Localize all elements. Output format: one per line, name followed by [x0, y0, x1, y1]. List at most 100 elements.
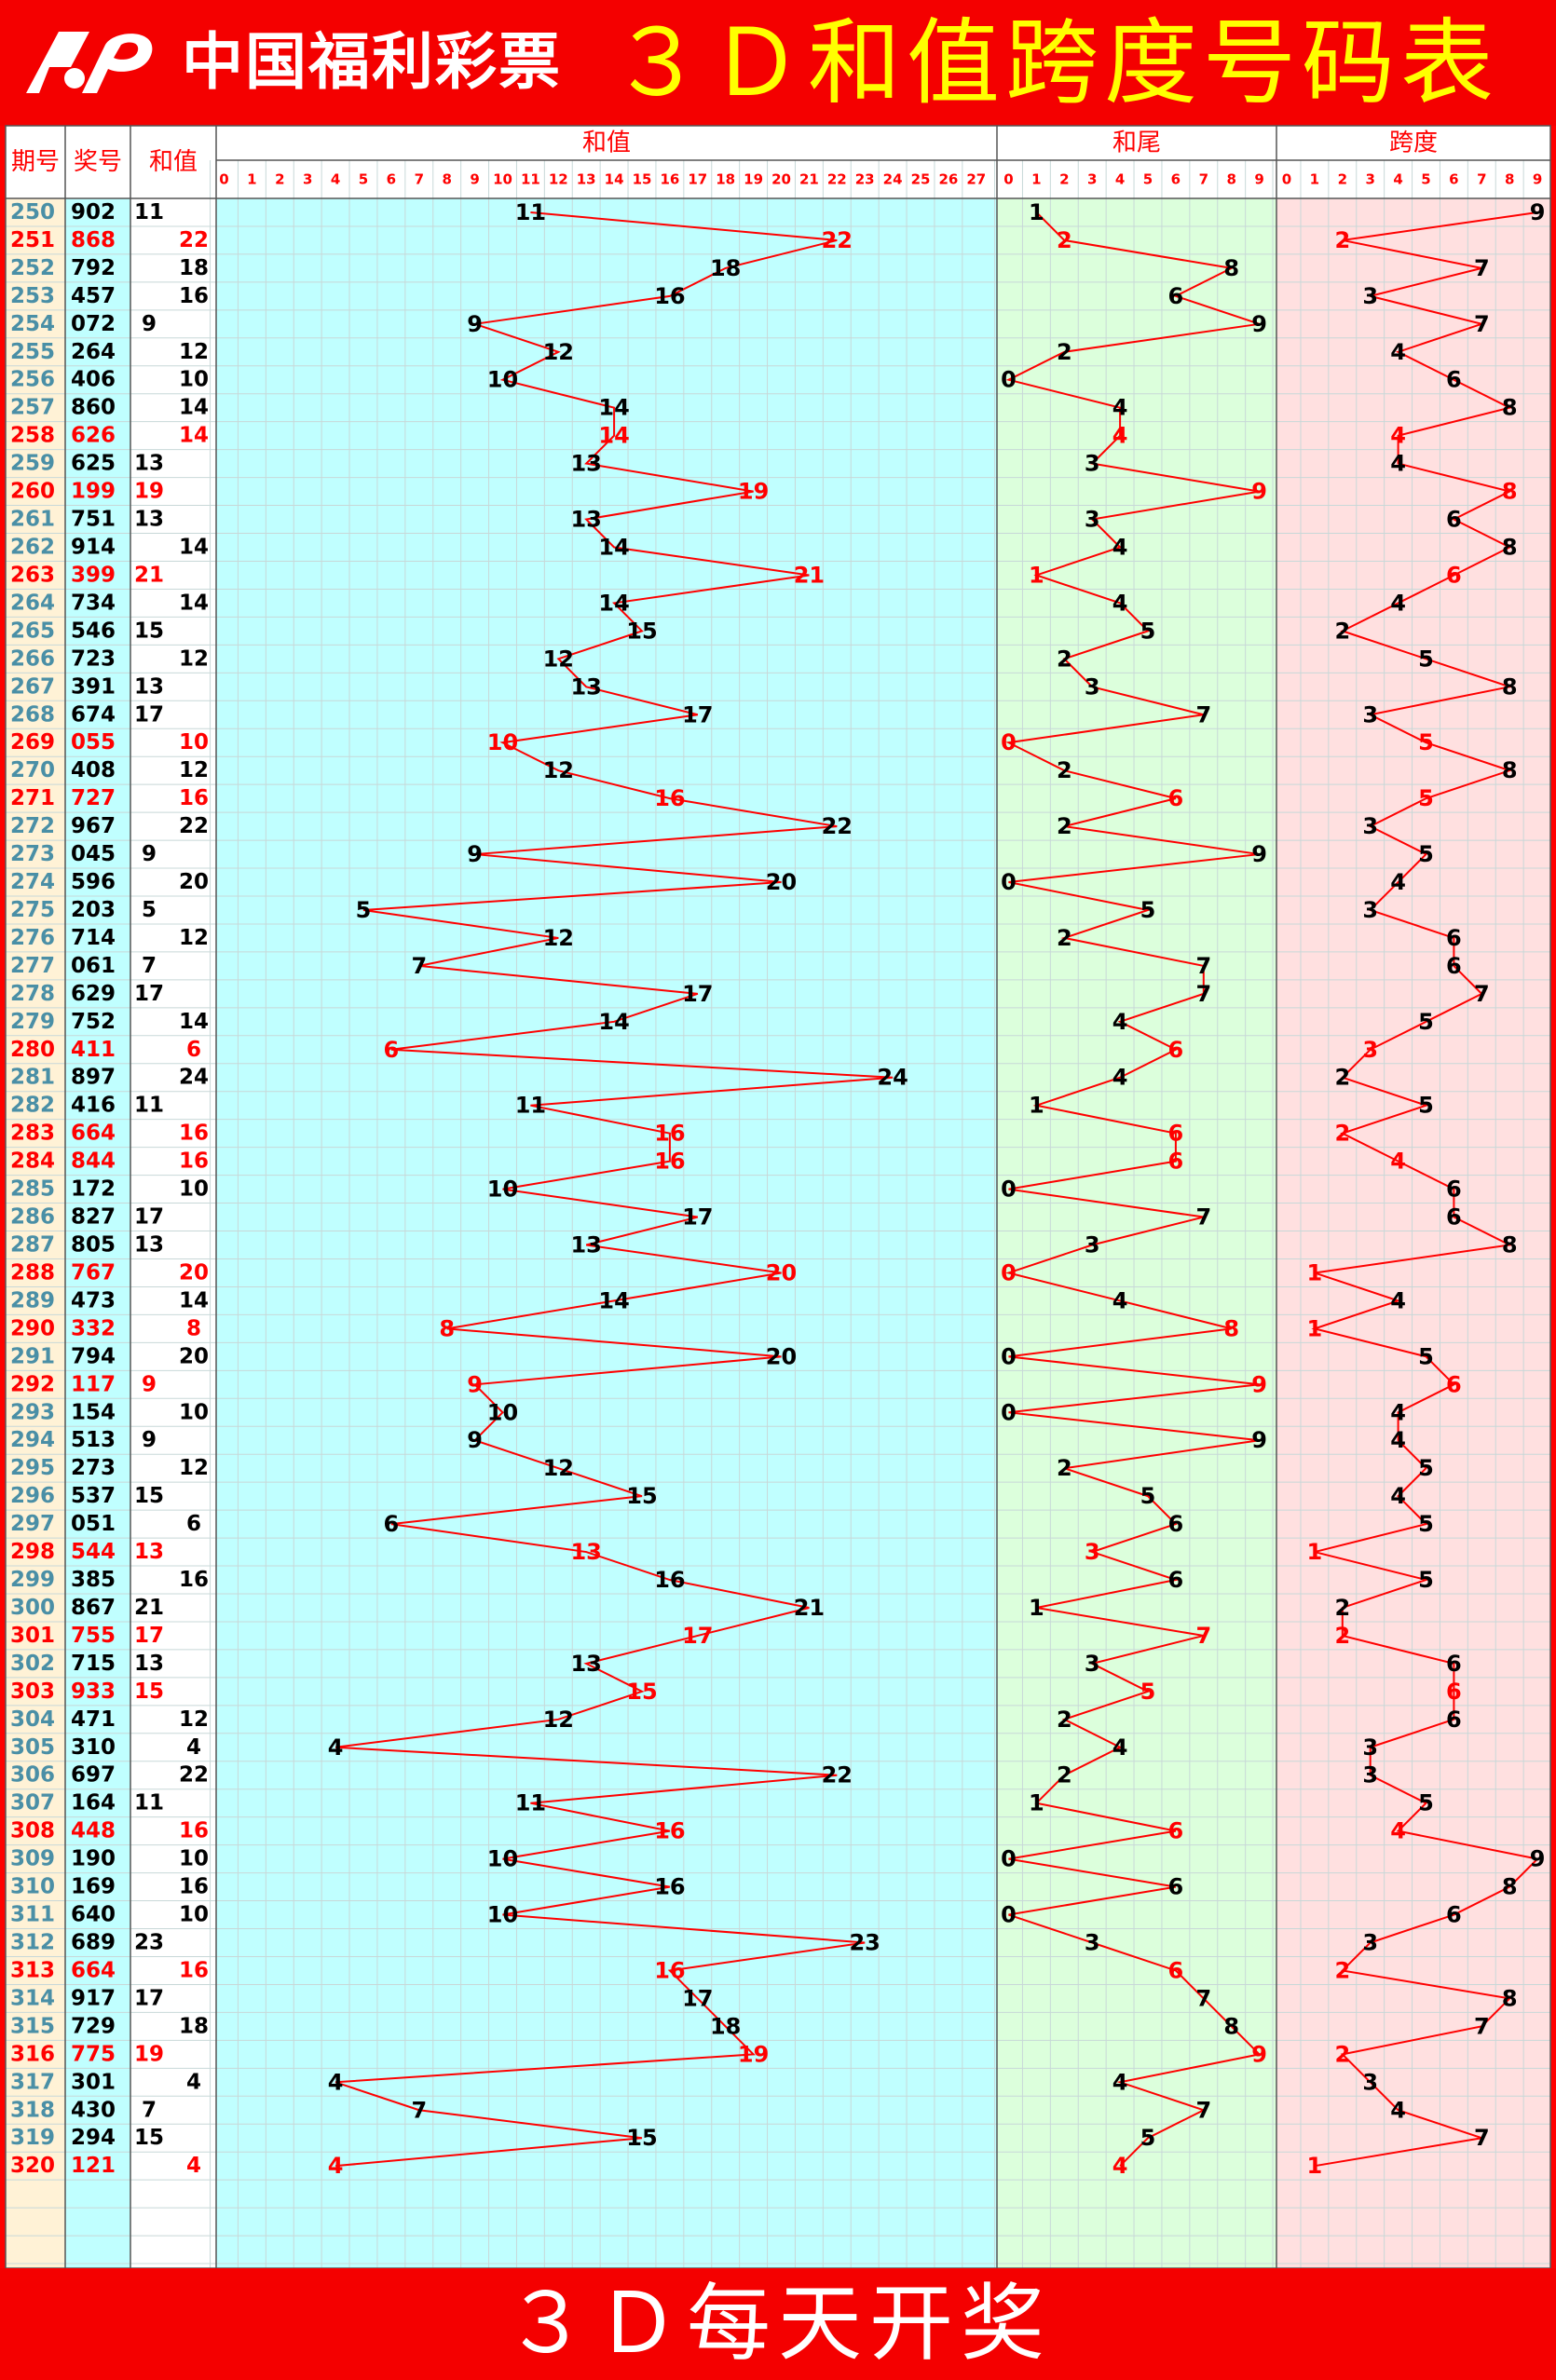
draw-number: 399 — [71, 563, 116, 587]
tail-point-label: 2 — [1057, 813, 1072, 839]
issue-number: 253 — [10, 284, 55, 308]
sum-point-label: 16 — [654, 283, 685, 309]
tail-point-label: 4 — [1112, 535, 1128, 561]
draw-number: 203 — [71, 898, 116, 922]
issue-number: 261 — [10, 508, 55, 532]
sum-point-label: 9 — [467, 841, 483, 867]
span-point-label: 5 — [1418, 1790, 1434, 1816]
span-point-label: 4 — [1390, 1427, 1406, 1453]
sum-axis-tick: 6 — [387, 171, 396, 188]
tail-point-label: 6 — [1168, 1149, 1184, 1175]
tail-point-label: 6 — [1168, 1037, 1184, 1063]
sum-value: 14 — [179, 1288, 209, 1312]
span-axis-tick: 3 — [1365, 171, 1374, 188]
draw-number: 169 — [71, 1875, 116, 1899]
sum-axis-tick: 13 — [577, 171, 596, 188]
issue-column-bg — [6, 198, 65, 2268]
issue-number: 304 — [10, 1707, 55, 1732]
span-point-label: 6 — [1446, 1371, 1462, 1397]
tail-axis-tick: 3 — [1087, 171, 1097, 188]
tail-point-label: 0 — [1001, 1399, 1017, 1425]
sum-axis-tick: 7 — [415, 171, 424, 188]
tail-point-label: 5 — [1140, 1483, 1156, 1509]
issue-number: 302 — [10, 1652, 55, 1676]
tail-point-label: 1 — [1029, 562, 1044, 588]
span-point-label: 6 — [1446, 925, 1462, 951]
span-point-label: 7 — [1474, 255, 1490, 281]
issue-number: 251 — [10, 228, 55, 252]
sum-value: 12 — [179, 758, 209, 782]
sum-value: 15 — [134, 1680, 164, 1704]
span-point-label: 8 — [1502, 673, 1518, 700]
tail-point-label: 4 — [1112, 2069, 1128, 2095]
issue-number: 306 — [10, 1763, 55, 1788]
tail-point-label: 1 — [1029, 1790, 1044, 1816]
sum-value: 22 — [179, 814, 209, 838]
sum-axis-tick: 25 — [911, 171, 931, 188]
sum-value: 10 — [179, 368, 209, 392]
sum-axis-tick: 20 — [771, 171, 791, 188]
issue-number: 313 — [10, 1958, 55, 1982]
sum-point-label: 14 — [598, 535, 629, 561]
brand-name: 中国福利彩票 — [182, 26, 562, 98]
draw-number: 755 — [71, 1624, 116, 1648]
draw-number: 752 — [71, 1010, 116, 1034]
tail-point-label: 7 — [1195, 981, 1211, 1007]
sum-point-label: 10 — [487, 367, 518, 393]
sum-point-label: 9 — [467, 1427, 483, 1453]
span-axis-tick: 6 — [1449, 171, 1458, 188]
tail-point-label: 1 — [1029, 199, 1044, 225]
sum-axis-tick: 4 — [331, 171, 340, 188]
sum-point-label: 17 — [682, 1623, 713, 1649]
issue-number: 292 — [10, 1372, 55, 1396]
sum-value: 23 — [134, 1931, 164, 1955]
sum-value: 11 — [134, 1791, 164, 1816]
sum-value: 10 — [179, 1177, 209, 1202]
draw-number: 727 — [71, 786, 116, 810]
span-point-label: 4 — [1390, 423, 1406, 449]
tail-point-label: 6 — [1168, 1511, 1184, 1537]
tail-point-label: 0 — [1001, 869, 1017, 895]
span-point-label: 6 — [1446, 507, 1462, 533]
draw-number: 121 — [71, 2154, 116, 2178]
span-point-label: 4 — [1390, 1483, 1406, 1509]
tail-point-label: 9 — [1251, 841, 1267, 867]
span-axis-tick: 1 — [1310, 171, 1319, 188]
draw-number: 868 — [71, 228, 116, 252]
sum-point-label: 22 — [822, 813, 853, 839]
tail-point-label: 6 — [1168, 283, 1184, 309]
span-point-label: 2 — [1334, 1623, 1350, 1649]
span-point-label: 6 — [1446, 367, 1462, 393]
sum-value: 11 — [134, 1094, 164, 1118]
sum-axis-tick: 10 — [493, 171, 512, 188]
tail-axis-tick: 6 — [1171, 171, 1181, 188]
draw-number: 061 — [71, 954, 116, 978]
draw-number: 902 — [71, 200, 116, 224]
sum-axis-tick: 5 — [359, 171, 368, 188]
sum-value: 12 — [179, 1707, 209, 1732]
tail-point-label: 3 — [1085, 1232, 1100, 1258]
sum-point-label: 15 — [626, 618, 657, 644]
span-point-label: 6 — [1446, 1651, 1462, 1677]
issue-number: 269 — [10, 730, 55, 755]
tail-point-label: 9 — [1251, 2041, 1267, 2067]
issue-number: 320 — [10, 2154, 55, 2178]
draw-number: 448 — [71, 1819, 116, 1843]
sum-point-label: 14 — [598, 423, 629, 449]
tail-point-label: 7 — [1195, 701, 1211, 728]
tail-axis-tick: 8 — [1226, 171, 1235, 188]
sum-axis-tick: 0 — [219, 171, 228, 188]
draw-number: 775 — [71, 2042, 116, 2066]
tail-point-label: 6 — [1168, 1121, 1184, 1147]
span-axis-tick: 0 — [1282, 171, 1291, 188]
issue-number: 283 — [10, 1122, 55, 1146]
span-point-label: 8 — [1502, 1985, 1518, 2011]
sum-point-label: 4 — [328, 2069, 344, 2095]
sum-value: 12 — [179, 340, 209, 364]
sum-point-label: 23 — [849, 1930, 880, 1956]
sum-point-label: 16 — [654, 785, 685, 811]
sum-point-label: 17 — [682, 1985, 713, 2011]
sum-point-label: 9 — [467, 1371, 483, 1397]
sum-point-label: 17 — [682, 1204, 713, 1231]
tail-point-label: 0 — [1001, 1846, 1017, 1872]
